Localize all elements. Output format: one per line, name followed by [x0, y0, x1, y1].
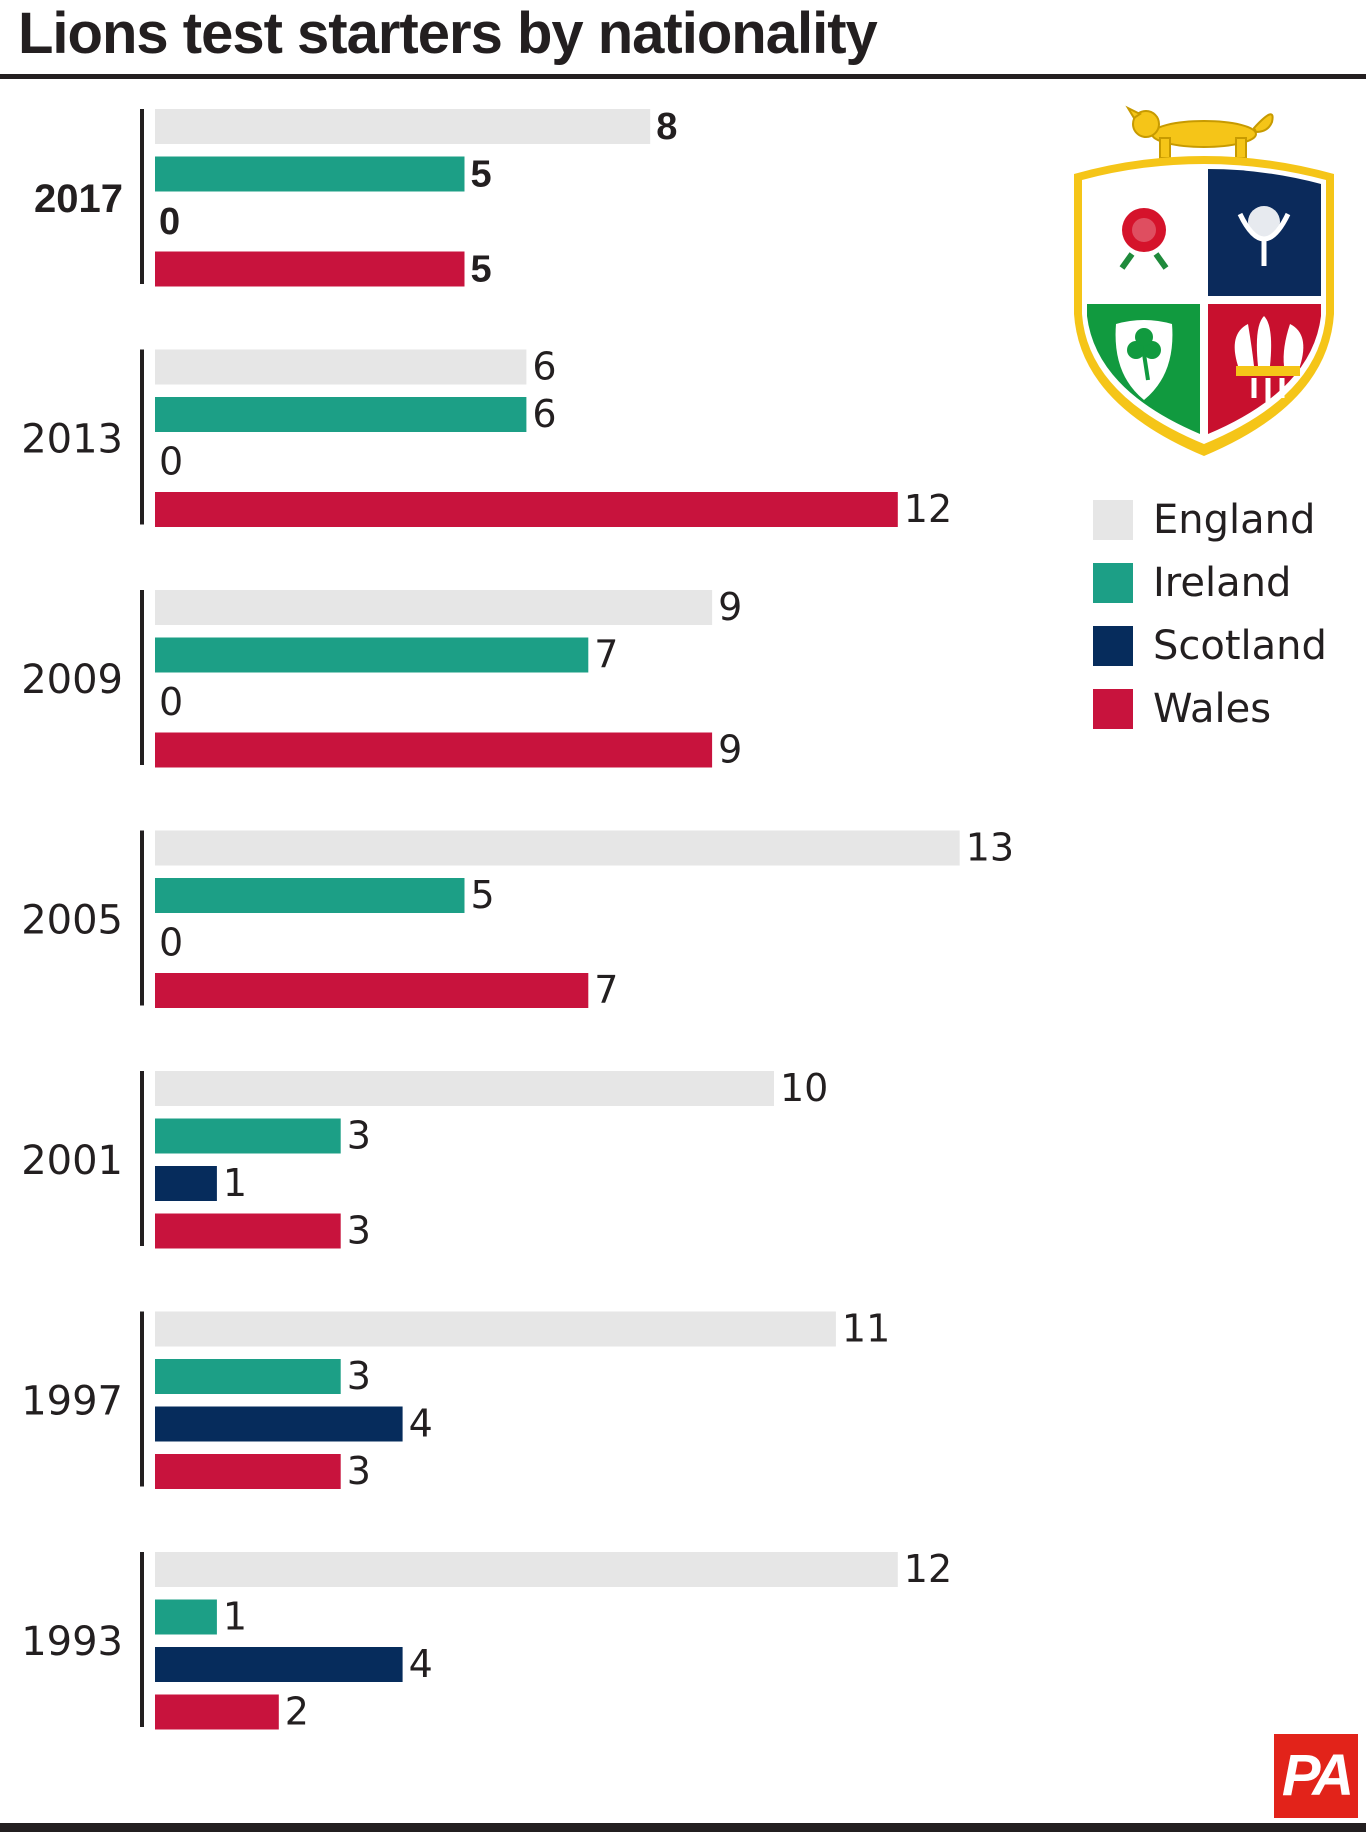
value-label-2013-scotland: 0 — [159, 440, 183, 484]
bar-2009-england — [155, 590, 713, 625]
group-axis-1997 — [140, 1311, 144, 1487]
bar-1993-ireland — [155, 1599, 217, 1635]
bar-2009-wales — [155, 732, 713, 768]
category-label-2009: 2009 — [21, 657, 123, 703]
legend-item-wales: Wales — [1093, 677, 1327, 740]
value-label-2005-ireland: 5 — [471, 873, 495, 917]
bar-2001-ireland — [155, 1118, 341, 1154]
value-label-2005-wales: 7 — [594, 968, 618, 1012]
value-label-1997-ireland: 3 — [347, 1354, 371, 1398]
legend-label-england: England — [1153, 496, 1316, 543]
group-axis-2001 — [140, 1071, 144, 1246]
bar-1997-scotland — [155, 1406, 403, 1442]
category-label-2001: 2001 — [21, 1138, 123, 1184]
legend-swatch-england — [1093, 499, 1133, 540]
pa-logo: PA — [1274, 1734, 1358, 1818]
bar-1997-england — [155, 1311, 836, 1347]
value-label-1993-wales: 2 — [285, 1690, 309, 1734]
bar-1997-wales — [155, 1454, 341, 1489]
chart-title: Lions test starters by nationality — [18, 1, 878, 66]
value-label-2017-england: 8 — [656, 106, 677, 148]
bar-1993-scotland — [155, 1647, 403, 1682]
value-label-1993-england: 12 — [904, 1547, 952, 1591]
bar-2009-ireland — [155, 637, 589, 673]
value-label-2009-scotland: 0 — [159, 680, 183, 724]
value-label-2017-scotland: 0 — [159, 201, 180, 243]
bar-2005-england — [155, 830, 960, 866]
category-label-1997: 1997 — [21, 1379, 123, 1425]
value-label-2013-wales: 12 — [904, 487, 952, 531]
bar-2005-wales — [155, 973, 589, 1008]
value-label-2009-ireland: 7 — [594, 633, 618, 677]
group-axis-2009 — [140, 590, 144, 765]
bar-2017-ireland — [155, 156, 465, 192]
value-label-1997-scotland: 4 — [409, 1402, 433, 1446]
value-label-2005-england: 13 — [966, 826, 1014, 870]
value-label-1997-england: 11 — [842, 1307, 890, 1351]
chart-legend: England Ireland Scotland Wales — [1093, 488, 1327, 740]
lions-crest-icon — [1068, 104, 1340, 461]
legend-label-scotland: Scotland — [1153, 622, 1327, 669]
category-label-1993: 1993 — [21, 1619, 123, 1665]
bar-2013-wales — [155, 492, 898, 527]
value-label-2013-england: 6 — [532, 345, 556, 389]
bar-2001-scotland — [155, 1166, 217, 1201]
legend-label-ireland: Ireland — [1153, 559, 1292, 606]
group-axis-2005 — [140, 830, 144, 1006]
bar-2001-england — [155, 1071, 774, 1106]
category-label-2013: 2013 — [21, 417, 123, 463]
legend-item-england: England — [1093, 488, 1327, 551]
value-label-2001-england: 10 — [780, 1066, 828, 1110]
category-label-2005: 2005 — [21, 898, 123, 944]
group-axis-1993 — [140, 1552, 144, 1727]
bar-1993-england — [155, 1552, 898, 1587]
bottom-rule — [0, 1823, 1366, 1832]
category-label-2017: 2017 — [34, 177, 123, 221]
bar-2013-ireland — [155, 397, 527, 432]
bar-2017-england — [155, 109, 651, 144]
value-label-2009-wales: 9 — [718, 728, 742, 772]
legend-swatch-ireland — [1093, 562, 1133, 603]
value-label-2001-scotland: 1 — [223, 1161, 247, 1205]
title-rule — [0, 74, 1366, 79]
bar-2005-ireland — [155, 878, 465, 913]
legend-label-wales: Wales — [1153, 685, 1272, 732]
value-label-2017-wales: 5 — [471, 249, 492, 291]
value-label-2001-ireland: 3 — [347, 1114, 371, 1158]
group-axis-2017 — [140, 109, 144, 284]
legend-swatch-wales — [1093, 688, 1133, 729]
bar-1993-wales — [155, 1694, 279, 1730]
group-axis-2013 — [140, 349, 144, 525]
value-label-2001-wales: 3 — [347, 1209, 371, 1253]
value-label-2009-england: 9 — [718, 585, 742, 629]
bar-2013-england — [155, 349, 527, 385]
value-label-2017-ireland: 5 — [471, 154, 492, 196]
legend-item-scotland: Scotland — [1093, 614, 1327, 677]
legend-swatch-scotland — [1093, 625, 1133, 666]
value-label-1997-wales: 3 — [347, 1449, 371, 1493]
value-label-2005-scotland: 0 — [159, 921, 183, 965]
value-label-1993-scotland: 4 — [409, 1642, 433, 1686]
legend-item-ireland: Ireland — [1093, 551, 1327, 614]
bar-2001-wales — [155, 1213, 341, 1249]
bar-2017-wales — [155, 251, 465, 287]
value-label-1993-ireland: 1 — [223, 1595, 247, 1639]
bar-1997-ireland — [155, 1359, 341, 1394]
value-label-2013-ireland: 6 — [532, 392, 556, 436]
